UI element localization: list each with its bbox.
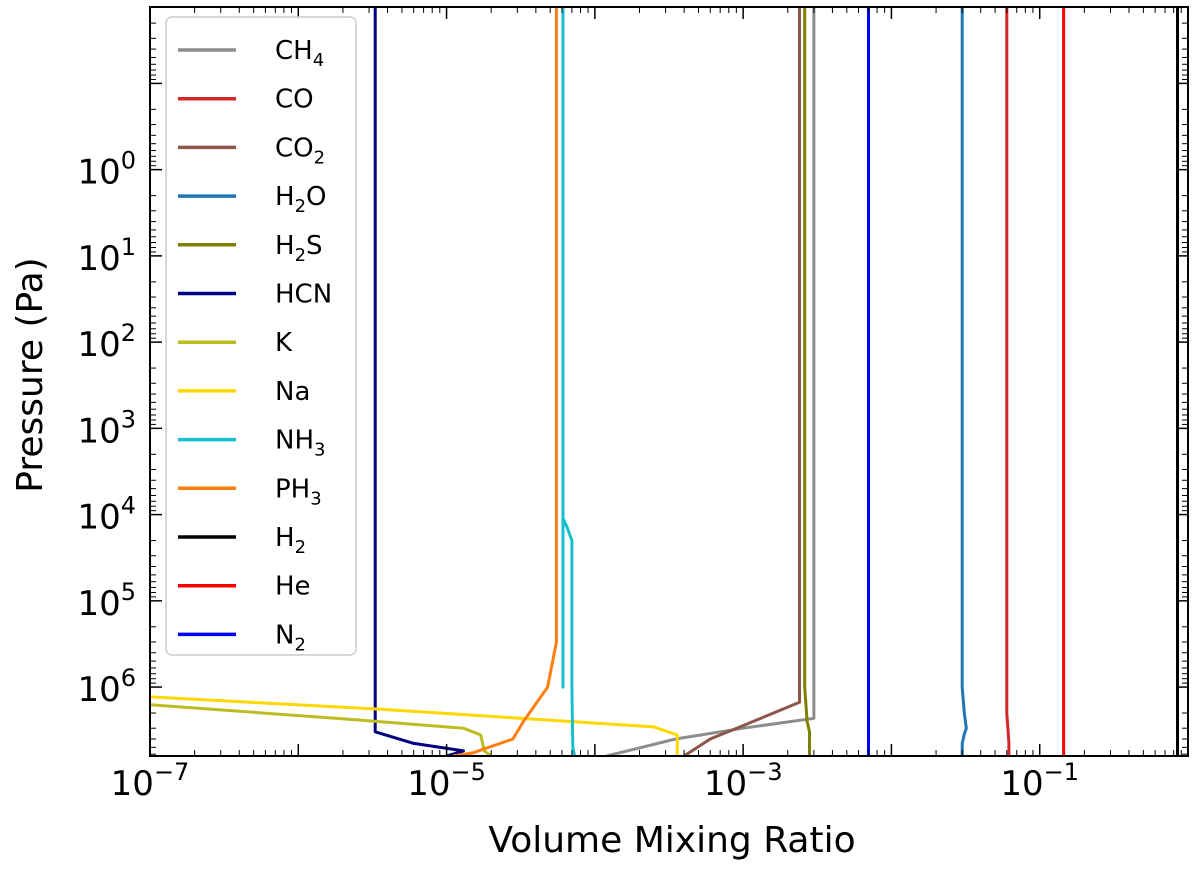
legend-label: K (275, 328, 293, 358)
legend-label: CO (275, 85, 314, 115)
legend-label: NH3 (275, 426, 325, 461)
plot-lines (150, 7, 1179, 756)
y-tick-label: 103 (77, 405, 136, 451)
legend-label: Na (275, 377, 310, 407)
x-tick-label: 10−1 (1000, 758, 1079, 804)
x-axis-title: Volume Mixing Ratio (488, 820, 855, 861)
x-tick-label: 10−3 (704, 758, 783, 804)
y-tick-label: 101 (77, 233, 136, 279)
legend-label: He (275, 572, 311, 602)
legend-label: H2 (275, 523, 306, 558)
series-line-hcn (373, 7, 465, 756)
y-tick-label: 106 (77, 664, 136, 710)
legend-label: N2 (275, 620, 306, 655)
series-line-ch4 (606, 7, 816, 756)
series-line-co (1005, 7, 1011, 756)
legend-label: H2O (275, 182, 326, 217)
series-line-ph3 (452, 7, 558, 756)
y-tick-labels: 100 101 102 103 104 105 106 (77, 147, 136, 710)
legend-label: HCN (275, 280, 332, 310)
legend-items: CH4 CO CO2 H2O H2S HCN K Na NH3 PH3 H2 He N2 (178, 36, 332, 655)
major-ticks (150, 7, 1188, 756)
y-axis-title: Pressure (Pa) (10, 257, 51, 492)
y-tick-label: 100 (77, 147, 136, 193)
legend: CH4 CO CO2 H2O H2S HCN K Na NH3 PH3 H2 He N2 (165, 16, 357, 656)
series-line-h2s (803, 7, 811, 756)
series-line-nh3 (561, 7, 577, 756)
series-line-k (150, 703, 493, 756)
legend-label: CO2 (275, 133, 325, 168)
series-line-na (150, 695, 679, 756)
x-tick-labels: 10−7 10−5 10−3 10−1 (111, 758, 1079, 804)
plot-frame (149, 6, 1189, 757)
legend-label: CH4 (275, 36, 324, 71)
y-tick-label: 104 (77, 492, 136, 538)
y-tick-label: 105 (77, 578, 136, 624)
y-tick-label: 102 (77, 319, 136, 365)
legend-box (165, 16, 357, 656)
series-line-co2 (683, 7, 801, 756)
legend-label: PH3 (275, 474, 322, 509)
x-tick-label: 10−5 (407, 758, 486, 804)
legend-label: H2S (275, 231, 323, 266)
x-tick-label: 10−7 (111, 758, 190, 804)
series-line-h2o (960, 7, 968, 756)
